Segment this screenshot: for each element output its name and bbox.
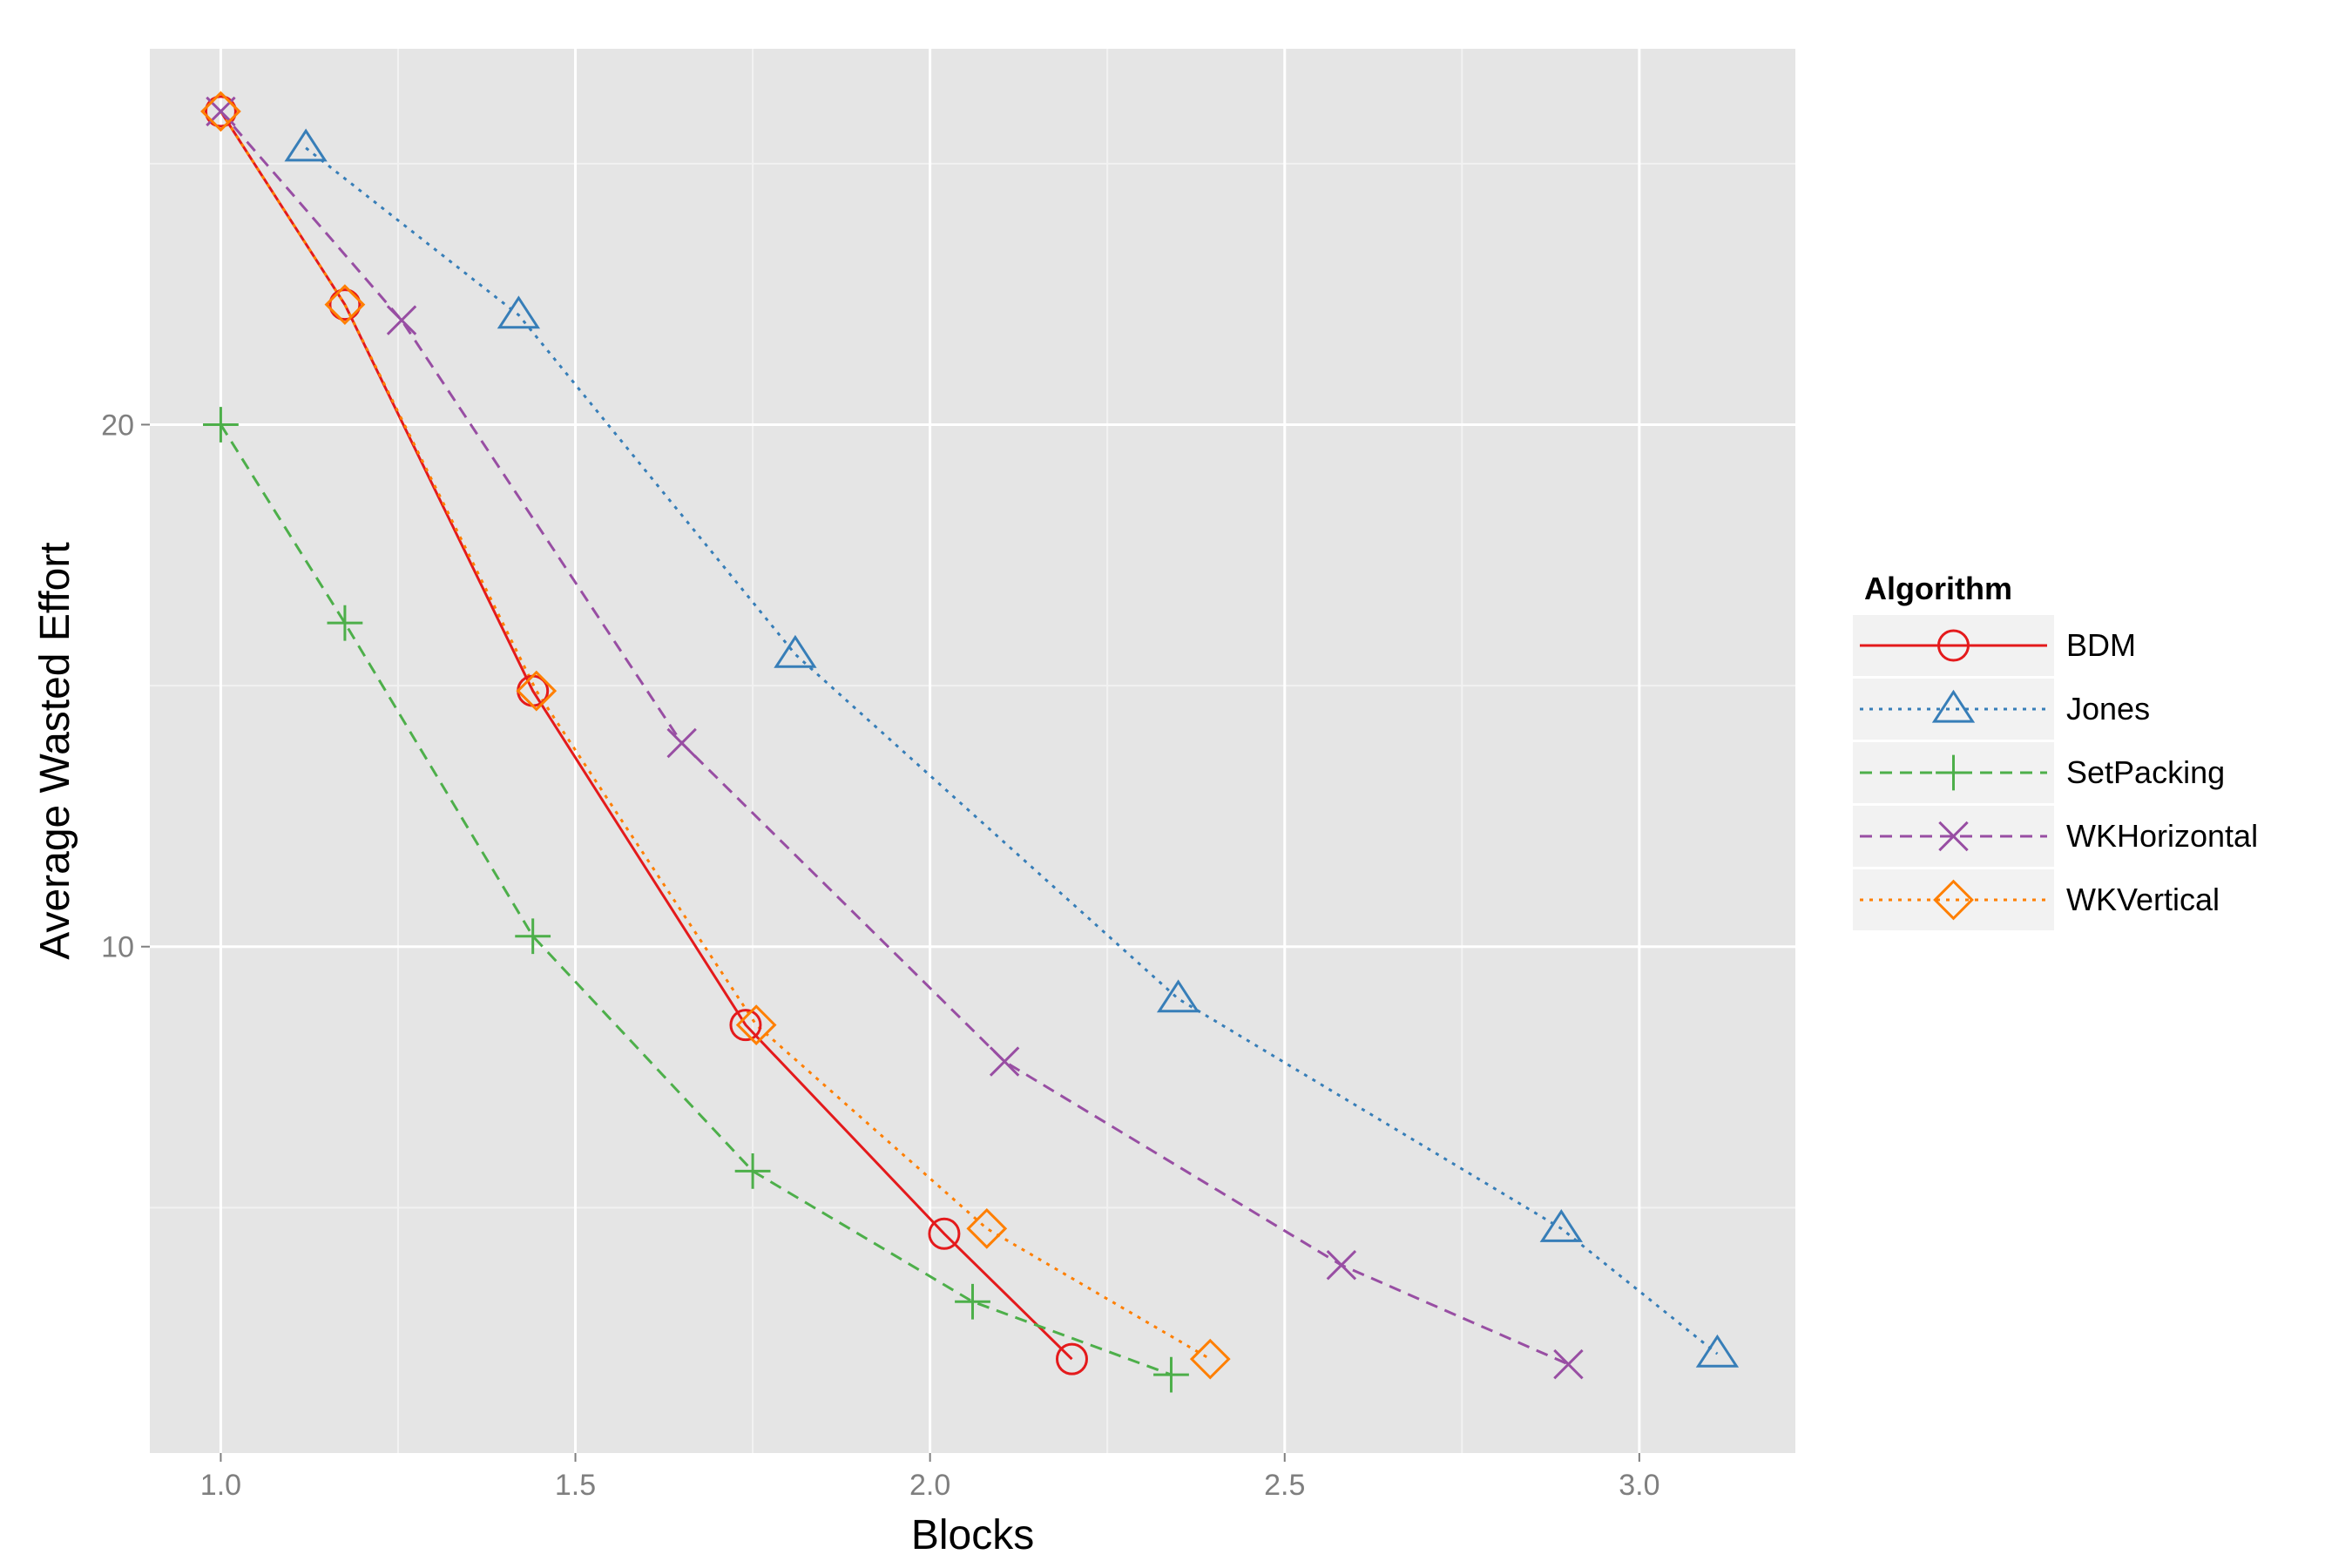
data-point-bdm <box>928 1217 961 1250</box>
x-tick-label: 1.5 <box>555 1469 596 1502</box>
series-points-jones <box>284 128 1740 1368</box>
legend-key-marker <box>1931 689 1976 723</box>
legend-item-wkvertical: WKVertical <box>1853 869 2220 930</box>
y-axis-title: Average Wasted Effort <box>32 542 78 959</box>
legend-key-marker <box>1936 754 1971 791</box>
data-point-jones <box>1539 1209 1583 1242</box>
series-bdm <box>220 111 1073 1361</box>
series-line-wkvertical <box>220 111 1212 1361</box>
legend-item-wkhorizontal: WKHorizontal <box>1853 806 2258 867</box>
legend-title: Algorithm <box>1864 571 2012 606</box>
data-point-jones <box>1695 1334 1740 1368</box>
data-point-wkvertical <box>324 284 366 326</box>
data-point-jones <box>774 634 817 668</box>
data-point-jones <box>1156 979 1200 1013</box>
data-point-setpacking <box>955 1283 990 1320</box>
x-tick-label: 1.0 <box>200 1469 241 1502</box>
series-wkhorizontal <box>220 110 1570 1366</box>
series-points-setpacking <box>203 407 1189 1393</box>
data-point-setpacking <box>327 605 363 641</box>
data-point-setpacking <box>1153 1356 1189 1393</box>
legend-key-marker <box>1938 821 1969 852</box>
plot-panel <box>150 49 1795 1453</box>
x-tick-label: 2.5 <box>1264 1469 1305 1502</box>
data-point-bdm <box>204 95 237 128</box>
data-point-bdm <box>729 1009 762 1042</box>
legend-label: SetPacking <box>2066 754 2225 790</box>
data-point-wkvertical <box>735 1004 777 1045</box>
legend-item-jones: Jones <box>1853 679 2150 740</box>
minor-grid <box>150 49 1795 1453</box>
legend-item-bdm: BDM <box>1853 615 2136 676</box>
series-points-wkvertical <box>200 91 1231 1380</box>
x-axis-title: Blocks <box>911 1512 1034 1558</box>
data-point-wkhorizontal <box>666 727 697 759</box>
data-point-jones <box>284 128 328 162</box>
data-point-wkvertical <box>1189 1338 1231 1380</box>
data-point-bdm <box>328 288 362 321</box>
legend-key-marker <box>1933 879 1974 921</box>
data-point-wkhorizontal <box>386 305 417 335</box>
legend-key-marker <box>1937 629 1970 662</box>
data-point-wkvertical <box>200 91 241 132</box>
data-point-wkhorizontal <box>1326 1250 1357 1281</box>
series-line-setpacking <box>220 423 1173 1376</box>
x-tick-label: 3.0 <box>1619 1469 1659 1502</box>
y-axis-ticks: 10 20 <box>101 409 150 964</box>
series-line-bdm <box>220 111 1073 1361</box>
data-point-setpacking <box>515 918 551 955</box>
series-layer <box>200 91 1740 1393</box>
series-line-wkhorizontal <box>220 110 1570 1366</box>
series-setpacking <box>220 423 1173 1376</box>
data-point-wkhorizontal <box>989 1046 1020 1077</box>
legend: Algorithm BDM Jones SetPacking WKHorizontal… <box>1853 571 2258 930</box>
data-point-setpacking <box>734 1153 771 1189</box>
legend-items: BDM Jones SetPacking WKHorizontal WKVertical <box>1853 615 2258 930</box>
data-point-setpacking <box>203 407 239 443</box>
y-tick-label: 10 <box>101 931 134 964</box>
y-tick-label: 20 <box>101 409 134 442</box>
legend-label: WKVertical <box>2066 882 2220 917</box>
x-tick-label: 2.0 <box>909 1469 950 1502</box>
data-point-bdm <box>1055 1342 1088 1375</box>
data-point-wkvertical <box>516 670 558 712</box>
series-wkvertical <box>220 111 1212 1361</box>
legend-key-background <box>1853 679 2054 740</box>
x-axis-ticks: 1.0 1.5 2.0 2.5 3.0 <box>200 1453 1660 1502</box>
data-point-wkvertical <box>966 1207 1008 1249</box>
legend-label: WKHorizontal <box>2066 818 2258 854</box>
data-point-wkhorizontal <box>1553 1348 1584 1380</box>
legend-label: BDM <box>2066 627 2136 663</box>
data-point-jones <box>497 295 541 329</box>
legend-item-setpacking: SetPacking <box>1853 742 2225 803</box>
legend-label: Jones <box>2066 691 2150 727</box>
